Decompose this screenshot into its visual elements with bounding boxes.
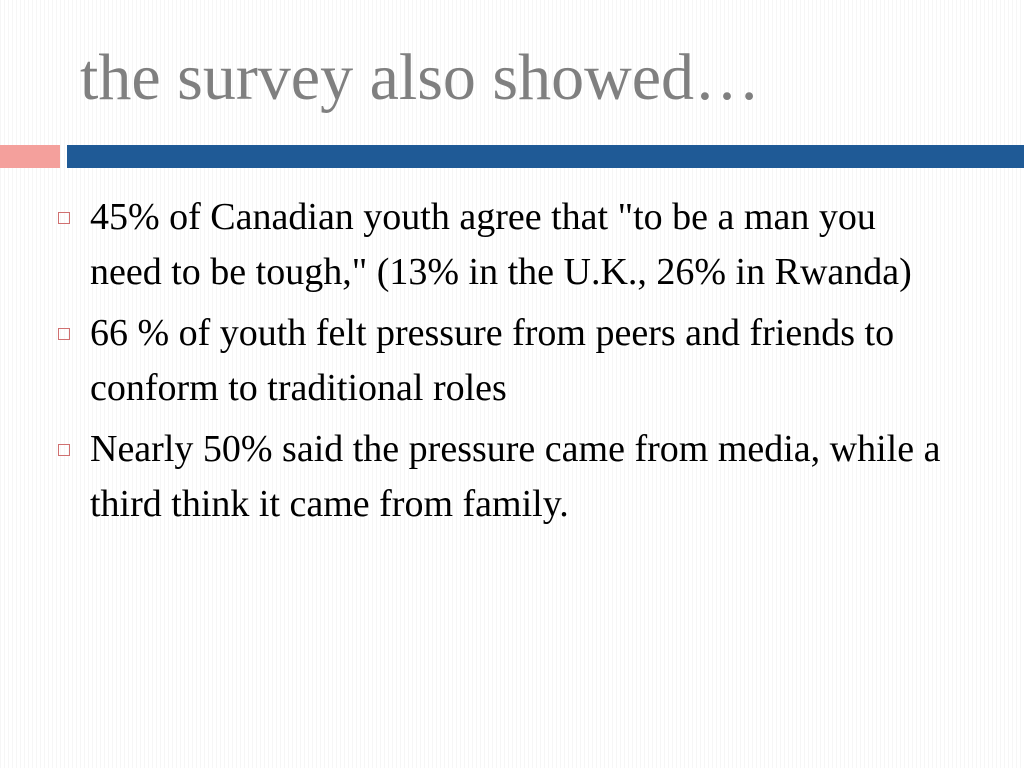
bullet-text: 66 % of youth felt pressure from peers a… — [90, 312, 895, 409]
accent-bar — [0, 145, 60, 168]
slide-title: the survey also showed… — [80, 41, 761, 114]
bullet-text: Nearly 50% said the pressure came from m… — [90, 428, 941, 525]
bullet: Nearly 50% said the pressure came from m… — [55, 422, 955, 532]
bullet: 45% of Canadian youth agree that "to be … — [55, 190, 955, 300]
bullet-list: 45% of Canadian youth agree that "to be … — [55, 190, 955, 538]
bullet: 66 % of youth felt pressure from peers a… — [55, 306, 955, 416]
bullet-marker — [58, 444, 70, 456]
bullet-text: 45% of Canadian youth agree that "to be … — [90, 196, 912, 293]
header-bar — [67, 145, 1024, 168]
bullet-marker — [58, 212, 70, 224]
bullet-marker — [58, 328, 70, 340]
